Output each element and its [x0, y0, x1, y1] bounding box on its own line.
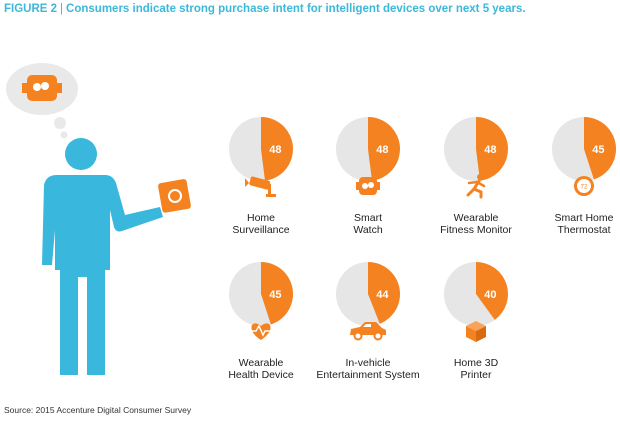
running-person-icon	[466, 174, 486, 199]
svg-text:72: 72	[581, 185, 588, 191]
pie-caption-line: Health Device	[228, 369, 294, 381]
pie-caption: In-vehicle Entertainment System	[313, 357, 423, 381]
pie-caption-line: Wearable	[453, 212, 499, 224]
pie-slice-value	[476, 262, 509, 320]
smartwatch-icon	[356, 177, 380, 195]
car-icon	[350, 322, 386, 341]
pie-2: 48	[336, 117, 400, 195]
person-icon	[42, 138, 163, 375]
pie-1: 48	[229, 117, 293, 197]
figure-title: FIGURE 2 | Consumers indicate strong purch…	[4, 3, 616, 15]
pie-caption-line: Printer	[460, 369, 492, 381]
pie-caption-line: Watch	[353, 224, 383, 236]
figure-title-text: Consumers indicate strong purchase inten…	[66, 3, 526, 15]
pie-value-label: 48	[376, 144, 388, 156]
pie-caption-line: Fitness Monitor	[440, 224, 512, 236]
pie-slice-value	[584, 117, 616, 180]
pie-slice-value	[368, 117, 400, 181]
pie-slice-value	[261, 262, 293, 325]
pie-caption: Wearable Fitness Monitor	[421, 212, 531, 236]
title-separator: |	[60, 3, 64, 15]
pie-caption: Home Surveillance	[206, 212, 316, 236]
pie-7: 40	[444, 262, 509, 342]
security-camera-icon	[245, 176, 276, 197]
pie-value-label: 40	[484, 289, 496, 301]
pie-caption: Wearable Health Device	[206, 357, 316, 381]
figure-number: FIGURE 2	[4, 3, 58, 15]
smartwatch-thought-icon	[22, 75, 62, 101]
pie-value-label: 45	[592, 144, 604, 156]
thought-bubble-icon	[6, 63, 78, 139]
pie-6: 44	[336, 262, 400, 341]
pie-slice-value	[476, 117, 508, 181]
pie-5: 45	[229, 262, 293, 340]
pie-value-label: 45	[269, 289, 281, 301]
pie-caption-line: Home 3D	[453, 357, 499, 369]
pie-caption-line: Wearable	[238, 357, 284, 369]
pie-caption-line: Surveillance	[232, 224, 290, 236]
pie-3: 48	[444, 117, 508, 199]
pie-value-label: 48	[484, 144, 496, 156]
pie-caption: Smart Home Thermostat	[529, 212, 620, 236]
pie-caption-line: Thermostat	[557, 224, 611, 236]
pie-caption: Home 3D Printer	[421, 357, 531, 381]
pie-slice-value	[261, 117, 293, 181]
pie-caption-line: Entertainment System	[316, 369, 420, 381]
pie-caption-line: Smart	[353, 212, 382, 224]
thermostat-icon: 72	[574, 176, 594, 196]
pie-value-label: 48	[269, 144, 281, 156]
3d-printer-box-icon	[466, 321, 486, 342]
pie-caption: Smart Watch	[313, 212, 423, 236]
source-note: Source: 2015 Accenture Digital Consumer …	[4, 405, 192, 415]
heart-pulse-icon	[247, 323, 275, 340]
pie-value-label: 44	[376, 289, 389, 301]
pie-4: 45 72	[552, 117, 616, 196]
pie-caption-line: Home	[246, 212, 275, 224]
handheld-device-icon	[158, 179, 191, 213]
pie-caption-line: Smart Home	[554, 212, 614, 224]
pie-caption-line: In-vehicle	[345, 357, 391, 369]
pie-slice-value	[368, 262, 400, 324]
person-illustration	[6, 63, 191, 375]
